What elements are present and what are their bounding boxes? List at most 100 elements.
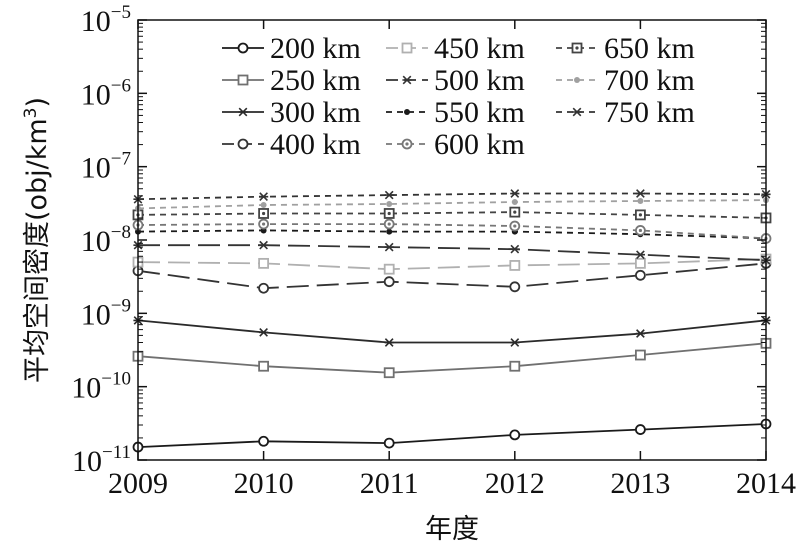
legend-entry-9: 700 km xyxy=(556,64,695,97)
series-line-5 xyxy=(138,244,767,262)
series-line-3 xyxy=(137,262,767,290)
point-1-3 xyxy=(509,360,521,372)
point-3-2 xyxy=(383,276,395,288)
legend-label-0: 200 km xyxy=(270,32,361,65)
series-line-2 xyxy=(137,319,767,344)
point-8-3 xyxy=(509,206,521,218)
point-9-4 xyxy=(637,198,644,205)
point-7-3 xyxy=(509,220,521,232)
point-7-4 xyxy=(635,225,646,236)
legend-entry-1: 250 km xyxy=(222,64,361,97)
point-10-1 xyxy=(259,192,269,202)
point-4-1 xyxy=(258,257,270,269)
legend-marker-8 xyxy=(571,42,583,54)
legend-marker-1 xyxy=(237,74,249,86)
legend-entry-6: 550 km xyxy=(386,96,525,129)
point-0-1 xyxy=(258,435,270,447)
point-1-2 xyxy=(383,367,395,379)
point-6-2 xyxy=(386,228,393,235)
y-tick-label-5: 10−6 xyxy=(81,75,131,111)
x-tick-label-2: 2011 xyxy=(360,467,419,500)
x-axis-title: 年度 xyxy=(425,514,479,545)
series-2 xyxy=(133,316,771,347)
y-axis-title-text: 平均空间密度(obj/km xyxy=(22,118,53,383)
series-0 xyxy=(132,418,772,453)
y-tick-label-4: 10−7 xyxy=(81,149,131,185)
y-axis-title-exponent: 3 xyxy=(21,107,41,118)
point-4-2 xyxy=(383,263,395,275)
point-2-1 xyxy=(259,328,269,337)
point-8-2 xyxy=(383,208,395,219)
point-3-4 xyxy=(635,269,646,281)
point-7-1 xyxy=(258,218,270,230)
point-1-1 xyxy=(258,360,270,372)
point-9-3 xyxy=(511,198,518,205)
x-tick-label-5: 2014 xyxy=(736,467,796,500)
legend-entry-0: 200 km xyxy=(222,32,361,65)
point-4-4 xyxy=(635,257,646,269)
point-7-2 xyxy=(383,218,395,230)
y-tick-label-6: 10−5 xyxy=(81,2,131,38)
point-5-1 xyxy=(259,240,269,250)
series-4 xyxy=(132,253,772,275)
legend-entry-2: 300 km xyxy=(222,96,361,129)
point-5-2 xyxy=(384,242,394,252)
y-axis-title-close: ) xyxy=(22,97,53,108)
point-8-4 xyxy=(635,209,646,221)
point-4-3 xyxy=(509,260,521,271)
series-5 xyxy=(133,240,771,265)
legend-entry-4: 450 km xyxy=(386,32,525,65)
x-tick-label-3: 2012 xyxy=(485,467,545,500)
legend-label-9: 700 km xyxy=(604,64,695,97)
legend-marker-2 xyxy=(238,107,248,117)
x-tick-label-1: 2010 xyxy=(234,467,294,500)
series-10 xyxy=(133,189,771,204)
series-line-7 xyxy=(137,223,767,240)
point-5-3 xyxy=(510,244,520,254)
legend-label-5: 500 km xyxy=(434,64,525,97)
legend-label-2: 300 km xyxy=(270,96,361,129)
legend-marker-7 xyxy=(401,138,413,150)
legend-entry-10: 750 km xyxy=(556,96,695,129)
series-layer xyxy=(132,189,772,453)
legend-marker-10 xyxy=(572,107,582,117)
point-9-2 xyxy=(386,200,393,207)
point-2-4 xyxy=(635,329,645,338)
point-2-2 xyxy=(384,338,394,347)
series-line-4 xyxy=(137,258,767,271)
legend-entry-8: 650 km xyxy=(556,32,695,65)
legend-label-1: 250 km xyxy=(270,64,361,97)
x-tick-label-4: 2013 xyxy=(610,467,670,500)
series-line-10 xyxy=(137,192,767,201)
ticks-layer: 2009 2010 2011 2012 2013 2014 10−11 10−10 10−9 10… xyxy=(71,2,796,500)
legend-label-3: 400 km xyxy=(270,128,361,161)
x-tick-label-0: 2009 xyxy=(108,467,168,500)
y-tick-label-1: 10−10 xyxy=(71,369,131,405)
point-3-3 xyxy=(509,281,521,293)
series-1 xyxy=(132,337,772,379)
legend-marker-0 xyxy=(237,42,249,54)
series-line-0 xyxy=(137,423,767,448)
y-tick-label-2: 10−9 xyxy=(81,295,131,331)
point-1-4 xyxy=(635,349,646,361)
point-2-3 xyxy=(510,338,520,347)
legend-label-10: 750 km xyxy=(604,96,695,129)
legend-label-4: 450 km xyxy=(434,32,525,65)
point-5-4 xyxy=(635,250,645,260)
legend-marker-6 xyxy=(404,109,410,115)
series-9 xyxy=(135,197,769,212)
series-line-8 xyxy=(137,211,767,219)
legend-entry-3: 400 km xyxy=(222,128,361,161)
legend-entry-5: 500 km xyxy=(386,64,525,97)
series-line-6 xyxy=(137,229,767,240)
point-0-3 xyxy=(509,429,521,441)
legend-marker-4 xyxy=(401,42,413,54)
point-9-1 xyxy=(260,202,267,209)
legend-entry-7: 600 km xyxy=(386,128,525,161)
series-8 xyxy=(132,206,772,224)
series-6 xyxy=(135,227,769,242)
point-10-2 xyxy=(384,190,394,200)
point-3-1 xyxy=(258,282,270,294)
y-tick-label-0: 10−11 xyxy=(72,442,131,478)
